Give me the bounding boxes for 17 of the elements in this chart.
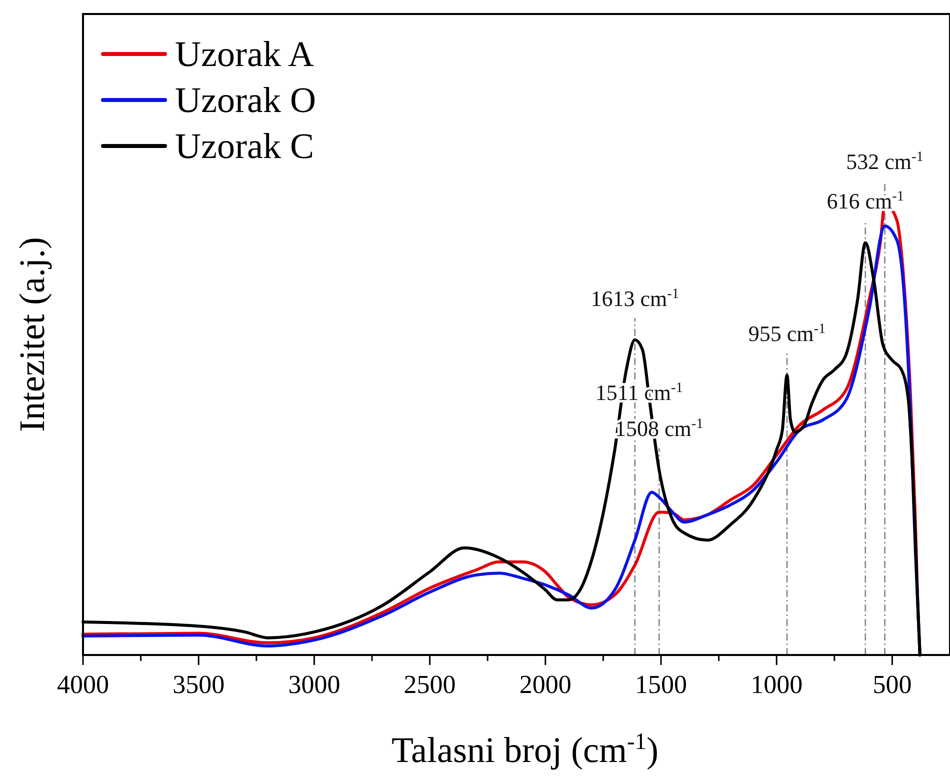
x-tick-label: 3000 — [288, 670, 340, 699]
x-tick-label: 3500 — [172, 670, 225, 699]
legend-label: Uzorak A — [175, 34, 314, 74]
ref-line-label: 616 cm$^{-1}$ — [826, 188, 904, 214]
ref-line-label: 532 cm$^{-1}$ — [846, 148, 924, 174]
legend-label: Uzorak C — [175, 126, 314, 166]
x-tick-label: 1500 — [635, 670, 687, 699]
ref-line-label: 955 cm$^{-1}$ — [748, 321, 826, 346]
legend-label: Uzorak O — [175, 80, 316, 120]
y-axis-title: Intezitet (a.j.) — [12, 237, 52, 432]
x-tick-label: 500 — [872, 670, 912, 699]
x-tick-label: 4000 — [57, 670, 109, 699]
x-tick-label: 2500 — [404, 670, 456, 699]
ref-line-label: 1613 cm$^{-1}$ — [590, 286, 680, 311]
x-tick-label: 2000 — [519, 670, 572, 699]
x-axis-title: Talasni broj (cm$^{-1}$) — [392, 729, 658, 770]
x-tick-label: 1000 — [750, 670, 803, 699]
